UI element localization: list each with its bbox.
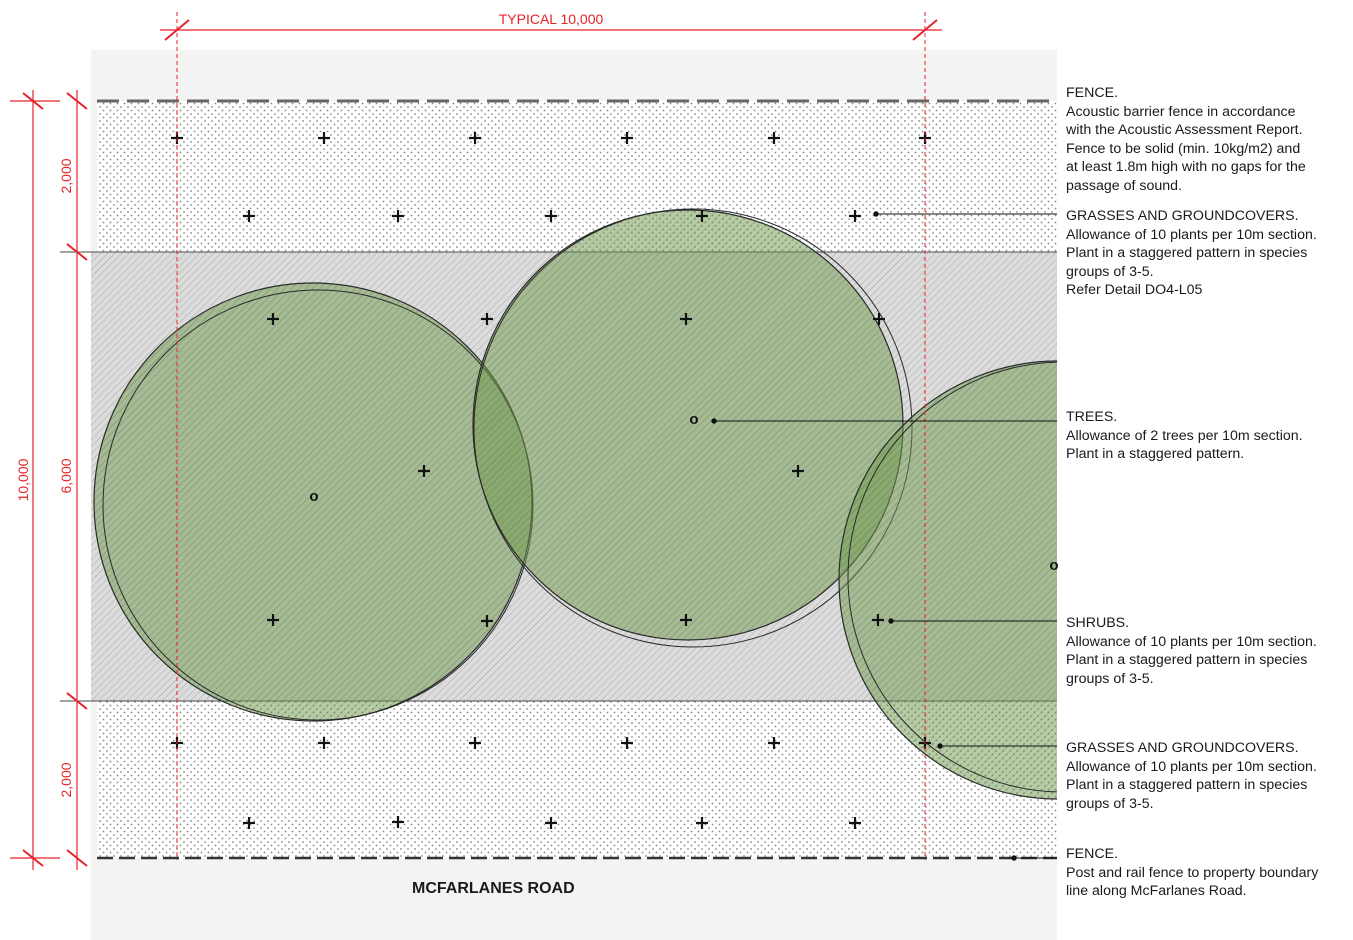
tree-marker: o (1049, 557, 1058, 574)
plant-marker (392, 210, 404, 222)
note-heading: FENCE. (1066, 85, 1119, 101)
plant-marker (318, 737, 330, 749)
plant-marker (418, 465, 430, 477)
tree-canopies (93, 208, 1057, 800)
note-line: Plant in a staggered pattern in species (1066, 245, 1308, 262)
road-label: MCFARLANES ROAD (412, 880, 575, 897)
plant-marker (392, 816, 404, 828)
note-line: Allowance of 10 plants per 10m section. (1066, 758, 1317, 775)
tree-markers: o o o (309, 411, 1058, 574)
tree-canopy-3 (838, 360, 1057, 800)
plant-marker (680, 313, 692, 325)
plant-marker (696, 817, 708, 829)
note-heading: SHRUBS. (1066, 615, 1130, 631)
tree-marker: o (689, 411, 698, 428)
plant-marker (545, 210, 557, 222)
note-line: Acoustic barrier fence in accordance (1066, 103, 1296, 120)
note-trees: TREES. Allowance of 2 trees per 10m sect… (1066, 408, 1353, 464)
plant-marker (243, 210, 255, 222)
plant-marker (481, 615, 493, 627)
note-line: Refer Detail DO4-L05 (1066, 282, 1203, 299)
middle-band-dimension: 6,000 (58, 458, 74, 493)
plant-marker (849, 817, 861, 829)
plant-marker (621, 132, 633, 144)
plant-marker (768, 132, 780, 144)
total-depth-dimension: 10,000 (15, 458, 31, 501)
plant-marker (621, 737, 633, 749)
note-line: groups of 3-5. (1066, 263, 1154, 280)
plant-marker (873, 313, 885, 325)
plant-marker (872, 614, 884, 626)
note-line: groups of 3-5. (1066, 795, 1154, 812)
note-line: Allowance of 2 trees per 10m section. (1066, 427, 1303, 444)
note-line: Allowance of 10 plants per 10m section. (1066, 226, 1317, 243)
tree-marker: o (309, 488, 318, 505)
note-line: Plant in a staggered pattern in species (1066, 652, 1308, 669)
plant-marker (545, 817, 557, 829)
bottom-band-dimension: 2,000 (58, 762, 74, 797)
note-grasses-bottom: GRASSES AND GROUNDCOVERS. Allowance of 1… (1066, 739, 1353, 813)
note-acoustic-fence: FENCE. Acoustic barrier fence in accorda… (1066, 84, 1353, 196)
tree-canopy-2 (472, 208, 913, 648)
plant-marker (267, 614, 279, 626)
plant-marker (696, 210, 708, 222)
plant-marker (267, 313, 279, 325)
note-heading: TREES. (1066, 409, 1118, 425)
note-line: Fence to be solid (min. 10kg/m2) and (1066, 140, 1301, 157)
plant-markers (171, 132, 931, 829)
note-heading: GRASSES AND GROUNDCOVERS. (1066, 208, 1299, 224)
note-shrubs: SHRUBS. Allowance of 10 plants per 10m s… (1066, 614, 1353, 688)
note-line: at least 1.8m high with no gaps for the (1066, 159, 1306, 176)
note-grasses-top: GRASSES AND GROUNDCOVERS. Allowance of 1… (1066, 207, 1353, 300)
leader-lines (711, 211, 1057, 861)
note-heading: GRASSES AND GROUNDCOVERS. (1066, 740, 1299, 756)
note-line: Post and rail fence to property boundary (1066, 864, 1319, 881)
dimension-lines (10, 19, 942, 870)
top-band-dimension: 2,000 (58, 158, 74, 193)
note-line: Allowance of 10 plants per 10m section. (1066, 633, 1317, 650)
plant-marker (849, 210, 861, 222)
note-line: with the Acoustic Assessment Report. (1066, 122, 1303, 139)
tree-canopy-1 (93, 282, 534, 722)
plant-marker (318, 132, 330, 144)
note-post-rail-fence: FENCE. Post and rail fence to property b… (1066, 845, 1353, 901)
plant-marker (481, 313, 493, 325)
setout-lines (176, 12, 926, 860)
note-line: groups of 3-5. (1066, 670, 1154, 687)
note-line: line along McFarlanes Road. (1066, 883, 1247, 900)
note-line: passage of sound. (1066, 177, 1182, 194)
plant-marker (243, 817, 255, 829)
plant-marker (469, 737, 481, 749)
plant-marker (768, 737, 780, 749)
typical-width-dimension: TYPICAL 10,000 (499, 11, 604, 27)
note-line: Plant in a staggered pattern in species (1066, 777, 1308, 794)
dimension-texts: TYPICAL 10,000 10,000 2,000 6,000 2,000 (15, 11, 603, 798)
plant-marker (469, 132, 481, 144)
plant-marker (680, 614, 692, 626)
note-line: Plant in a staggered pattern. (1066, 446, 1245, 463)
plant-marker (792, 465, 804, 477)
note-heading: FENCE. (1066, 846, 1119, 862)
